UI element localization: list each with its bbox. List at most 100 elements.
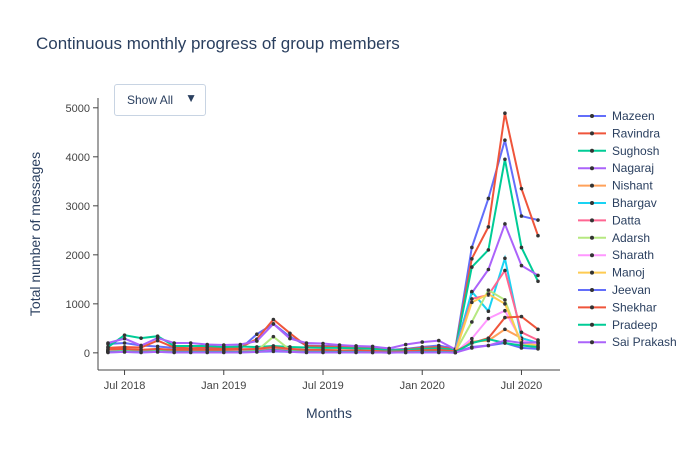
legend-item[interactable]: Sai Prakash — [578, 335, 677, 349]
data-point — [470, 336, 474, 341]
legend-label: Nishant — [612, 179, 653, 193]
data-point — [337, 350, 342, 355]
data-point — [139, 350, 143, 355]
data-point — [503, 302, 507, 306]
data-point — [337, 343, 342, 347]
data-point — [519, 186, 524, 191]
legend-marker — [590, 288, 594, 292]
legend-item[interactable]: Pradeep — [578, 318, 658, 332]
legend-label: Pradeep — [612, 318, 658, 332]
data-point — [486, 337, 491, 341]
data-point — [486, 267, 491, 272]
y-tick-label: 5000 — [66, 103, 90, 115]
legend-label: Manoj — [612, 266, 645, 280]
data-point — [288, 336, 292, 341]
data-point — [155, 350, 160, 354]
legend-item[interactable]: Bhargav — [578, 196, 657, 210]
legend-item[interactable]: Nagaraj — [578, 161, 654, 175]
y-tick-label: 1000 — [66, 299, 90, 311]
data-point — [321, 350, 325, 355]
data-point — [503, 308, 507, 313]
data-point — [436, 338, 441, 343]
data-point — [503, 138, 507, 142]
data-point — [503, 111, 507, 115]
legend-marker — [590, 270, 594, 275]
data-point — [486, 316, 491, 321]
y-axis-title: Total number of messages — [27, 152, 43, 316]
legend-item[interactable]: Sughosh — [578, 144, 659, 158]
legend-marker — [590, 131, 594, 136]
data-point — [503, 256, 507, 261]
data-point — [503, 327, 507, 332]
data-point — [519, 314, 524, 319]
y-tick-label: 3000 — [66, 201, 90, 213]
data-point — [503, 298, 507, 302]
data-point — [387, 350, 391, 355]
data-point — [470, 245, 474, 250]
data-point — [486, 196, 491, 201]
data-point — [470, 289, 474, 294]
legend-item[interactable]: Nishant — [578, 179, 653, 193]
legend-item[interactable]: Sharath — [578, 248, 654, 262]
data-point — [486, 309, 491, 313]
data-point — [288, 331, 292, 336]
legend-item[interactable]: Mazeen — [578, 109, 655, 123]
data-point — [304, 341, 309, 345]
chart-series-lines — [106, 111, 540, 355]
data-point — [486, 292, 491, 296]
data-point — [536, 340, 540, 344]
data-point — [503, 315, 507, 320]
legend-item[interactable]: Manoj — [578, 266, 645, 280]
data-point — [486, 248, 491, 252]
data-point — [470, 297, 474, 301]
data-point — [470, 341, 474, 345]
data-point — [503, 338, 507, 343]
triangle-down-icon: ▼ — [185, 91, 197, 105]
data-point — [453, 350, 458, 355]
legend-label: Shekhar — [612, 300, 657, 314]
data-point — [238, 350, 243, 355]
x-tick-label: Jan 2020 — [400, 380, 445, 392]
x-tick-label: Jul 2019 — [302, 380, 344, 392]
data-point — [486, 225, 491, 229]
legend-label: Nagaraj — [612, 161, 654, 175]
y-tick-label: 4000 — [66, 152, 90, 164]
legend-marker — [590, 201, 594, 205]
data-point — [188, 344, 193, 348]
data-point — [370, 344, 375, 349]
data-point — [122, 336, 127, 341]
data-point — [255, 332, 259, 337]
data-point — [503, 157, 507, 162]
data-point — [536, 233, 540, 238]
legend-item[interactable]: Shekhar — [578, 300, 657, 314]
legend-item[interactable]: Datta — [578, 213, 641, 227]
data-point — [486, 288, 491, 292]
data-point — [172, 344, 176, 348]
show-all-dropdown[interactable]: Show All ▼ — [114, 84, 206, 116]
legend-item[interactable]: Jeevan — [578, 283, 651, 297]
data-point — [370, 350, 375, 355]
legend-marker — [590, 305, 594, 310]
data-point — [519, 341, 524, 345]
series-sai-prakash — [106, 338, 540, 355]
data-point — [387, 346, 391, 351]
data-point — [519, 330, 524, 335]
data-point — [122, 341, 127, 345]
data-point — [106, 341, 110, 345]
data-point — [122, 350, 127, 354]
data-point — [188, 350, 193, 355]
data-point — [106, 350, 110, 355]
legend-item[interactable]: Ravindra — [578, 126, 660, 140]
data-point — [354, 350, 358, 355]
data-point — [519, 263, 524, 268]
data-point — [188, 341, 193, 345]
data-point — [321, 341, 325, 346]
data-point — [271, 348, 276, 353]
legend-label: Adarsh — [612, 231, 650, 245]
legend-marker — [590, 340, 594, 345]
legend-item[interactable]: Adarsh — [578, 231, 650, 245]
legend-marker — [590, 322, 594, 327]
data-point — [470, 300, 474, 305]
legend-label: Mazeen — [612, 109, 655, 123]
data-point — [172, 341, 176, 345]
